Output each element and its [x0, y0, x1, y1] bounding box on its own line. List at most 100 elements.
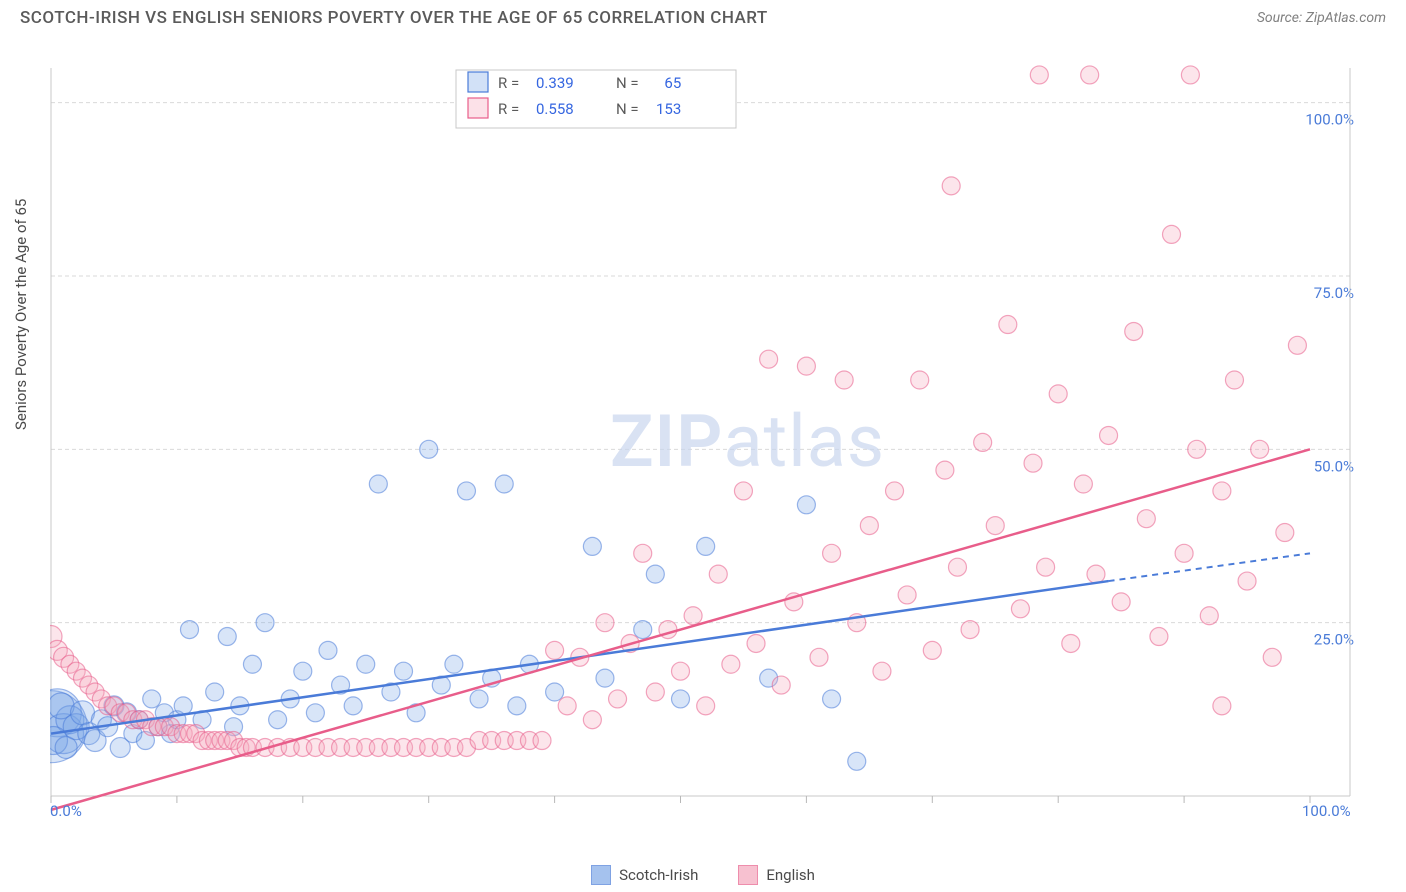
data-point	[823, 690, 841, 708]
data-point	[495, 475, 513, 493]
data-point	[697, 697, 715, 715]
data-point	[911, 371, 929, 389]
data-point	[672, 662, 690, 680]
data-point	[319, 641, 337, 659]
data-point	[243, 655, 261, 673]
data-point	[942, 177, 960, 195]
legend-n-value: 65	[656, 74, 681, 92]
data-point	[999, 316, 1017, 334]
data-point	[1188, 440, 1206, 458]
chart-area: 25.0% 50.0% 75.0% 100.0% ZIPatlas R = 0.339 N …	[50, 56, 1360, 816]
data-point	[445, 655, 463, 673]
bottom-legend: Scotch-Irish English	[0, 858, 1406, 892]
data-point	[344, 697, 362, 715]
data-point	[1213, 482, 1231, 500]
data-point	[508, 697, 526, 715]
legend-swatch	[738, 865, 758, 885]
data-point	[684, 607, 702, 625]
data-point	[1251, 440, 1269, 458]
data-point	[835, 371, 853, 389]
data-point	[898, 586, 916, 604]
legend-n-label: N =	[616, 74, 639, 92]
data-point	[269, 711, 287, 729]
data-point	[357, 655, 375, 673]
legend-r-value: 0.339	[536, 74, 574, 92]
data-point	[936, 461, 954, 479]
data-point	[1213, 697, 1231, 715]
data-point	[546, 683, 564, 701]
y-axis-label: Seniors Poverty Over the Age of 65	[12, 199, 30, 430]
data-point	[1125, 322, 1143, 340]
legend-swatch	[591, 865, 611, 885]
legend-n-value: 153	[656, 100, 681, 118]
data-point	[734, 482, 752, 500]
data-point	[646, 683, 664, 701]
legend-r-label: R =	[498, 100, 519, 118]
y-tick-label: 75.0%	[1314, 284, 1354, 302]
data-point	[747, 634, 765, 652]
data-point	[1225, 371, 1243, 389]
data-point	[797, 496, 815, 514]
data-point	[1150, 628, 1168, 646]
data-point	[369, 475, 387, 493]
data-point	[1030, 66, 1048, 84]
data-point	[948, 558, 966, 576]
y-tick-label: 100.0%	[1305, 111, 1354, 129]
data-point	[873, 662, 891, 680]
y-tick-label: 50.0%	[1314, 457, 1354, 475]
watermark: ZIPatlas	[610, 399, 885, 484]
data-point	[1112, 593, 1130, 611]
data-point	[974, 433, 992, 451]
data-point	[1024, 454, 1042, 472]
data-point	[1049, 385, 1067, 403]
data-point	[583, 537, 601, 555]
x-tick-start: 0.0%	[50, 802, 82, 816]
data-point	[722, 655, 740, 673]
data-point	[294, 662, 312, 680]
data-point	[1163, 225, 1181, 243]
data-point	[558, 697, 576, 715]
data-point	[174, 697, 192, 715]
data-point	[961, 621, 979, 639]
data-point	[1288, 336, 1306, 354]
data-point	[1081, 66, 1099, 84]
data-point	[206, 683, 224, 701]
data-point	[180, 621, 198, 639]
legend-label: Scotch-Irish	[619, 866, 698, 884]
data-point	[533, 732, 551, 750]
data-point	[823, 544, 841, 562]
legend-r-label: R =	[498, 74, 519, 92]
data-point	[923, 641, 941, 659]
legend-n-label: N =	[616, 100, 639, 118]
data-point	[672, 690, 690, 708]
data-point	[1238, 572, 1256, 590]
data-point	[886, 482, 904, 500]
data-point	[218, 628, 236, 646]
data-point	[697, 537, 715, 555]
y-tick-label: 25.0%	[1314, 631, 1354, 649]
data-point	[143, 690, 161, 708]
data-point	[1074, 475, 1092, 493]
data-point	[1011, 600, 1029, 618]
legend-swatch	[468, 72, 488, 92]
chart-title: SCOTCH-IRISH VS ENGLISH SENIORS POVERTY …	[20, 8, 768, 28]
data-point	[457, 482, 475, 500]
data-point	[760, 350, 778, 368]
data-point	[1137, 510, 1155, 528]
data-point	[583, 711, 601, 729]
data-point	[810, 648, 828, 666]
scatter-plot: 25.0% 50.0% 75.0% 100.0% ZIPatlas R = 0.339 N …	[50, 56, 1360, 816]
legend-swatch	[468, 98, 488, 118]
data-point	[1263, 648, 1281, 666]
data-point	[1062, 634, 1080, 652]
legend-item: Scotch-Irish	[591, 865, 698, 885]
data-point	[772, 676, 790, 694]
data-point	[1087, 565, 1105, 583]
data-point	[986, 517, 1004, 535]
trend-line	[51, 449, 1310, 810]
data-point	[546, 641, 564, 659]
data-point	[797, 357, 815, 375]
data-point	[470, 690, 488, 708]
legend-item: English	[738, 865, 815, 885]
data-point	[1200, 607, 1218, 625]
